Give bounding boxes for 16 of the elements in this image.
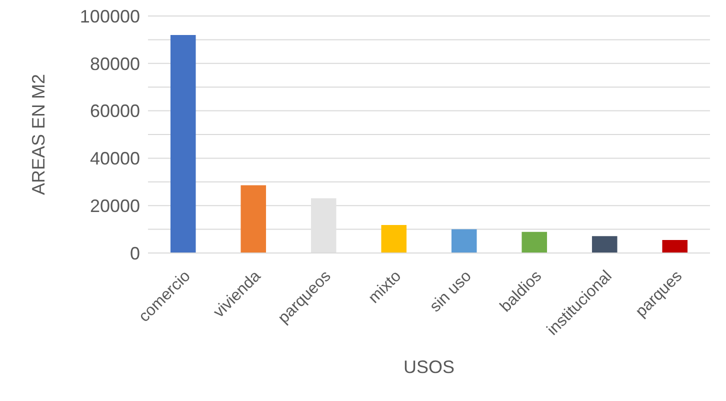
bar (592, 236, 618, 253)
y-tick-label: 100000 (80, 6, 140, 26)
bar (662, 240, 688, 253)
bar (522, 232, 548, 253)
y-tick-label: 80000 (90, 54, 140, 74)
y-axis-title: AREAS EN M2 (28, 74, 48, 196)
x-axis-title: USOS (403, 357, 455, 377)
y-tick-label: 40000 (90, 148, 140, 169)
y-tick-label: 60000 (90, 101, 140, 122)
bar (381, 225, 407, 253)
bar (240, 185, 266, 253)
x-tick-label: sin uso (427, 268, 475, 316)
y-tick-label: 0 (130, 243, 140, 264)
bar (170, 34, 196, 253)
bar (451, 229, 477, 253)
y-tick-label: 20000 (90, 196, 140, 216)
